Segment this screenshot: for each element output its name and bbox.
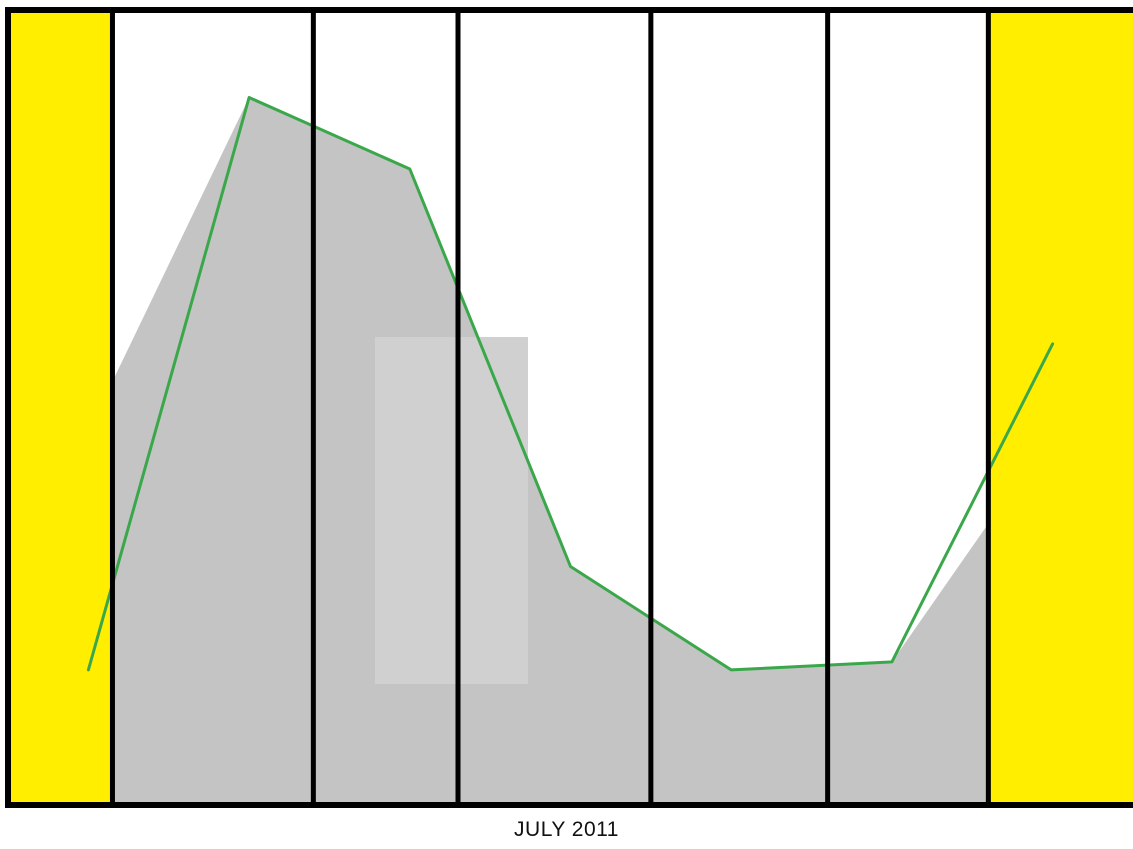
highlight-band-overlay-2 [988,10,1133,805]
chart-frame [5,7,1133,808]
area-layer [8,10,1133,805]
inner-box [375,337,528,684]
series-line [86,96,1055,672]
line-layer [86,96,1055,672]
highlight-band-overlay-1 [8,10,113,805]
area-fill [88,97,1053,805]
x-axis-label: JULY 2011 [514,818,619,841]
vertical-dividers [109,10,991,805]
